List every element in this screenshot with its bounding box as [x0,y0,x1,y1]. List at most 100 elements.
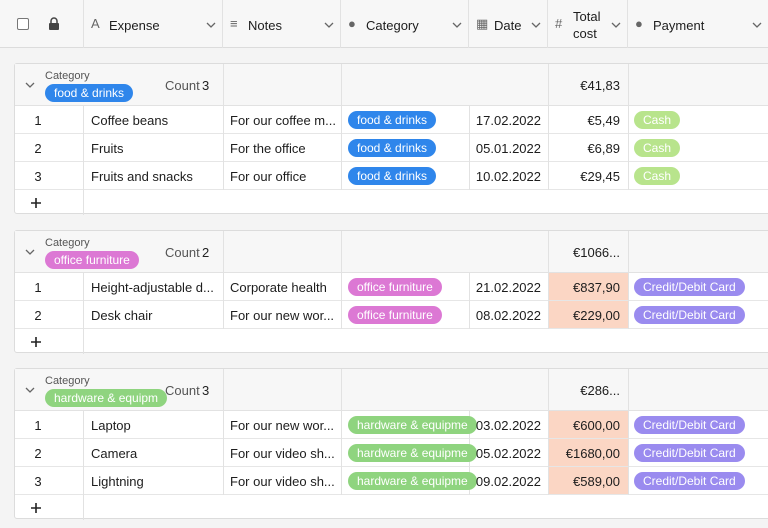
divider [341,369,342,411]
group-header: Category hardware & equipm Count 3 €286... [15,369,768,411]
date: 05.01.2022 [475,141,541,156]
group-header: Category food & drinks Count 3 €41,83 [15,64,768,106]
chevron[interactable] [206,22,216,28]
payment-chip: Cash [634,111,681,129]
divider [341,64,342,106]
divider [628,231,629,273]
count-label: Count [165,383,200,398]
category-chip: hardware & equipme [348,472,477,490]
divider [341,273,342,301]
notes: For the office [230,141,306,156]
chevron[interactable] [324,22,334,28]
total-highlight [549,467,628,494]
payment-chip: Credit/Debit Card [634,444,745,462]
date: 03.02.2022 [475,418,541,433]
chevron[interactable] [25,249,35,255]
expense: Laptop [91,418,131,433]
group-category-chip: office furniture [45,251,139,269]
divider [548,411,549,439]
row[interactable]: 3 Lightning For our video sh... hardware & … [15,467,768,495]
column-icon: ≡ [230,16,238,31]
add-row-button[interactable] [30,197,42,209]
column-icon: ▦ [476,16,489,31]
payment-chip: Credit/Debit Card [634,306,745,324]
divider [469,106,470,134]
group-header: Category office furniture Count 2 €1066... [15,231,768,273]
divider [83,467,84,495]
chevron[interactable] [25,387,35,393]
category-chip: food & drinks [348,139,437,157]
row[interactable]: 1 Laptop For our new wor... hardware & equi… [15,411,768,439]
chevron[interactable] [752,22,762,28]
group-label: Category [45,237,90,249]
total-highlight [549,301,628,328]
column-header[interactable]: Expense [109,18,160,33]
divider [223,134,224,162]
column-header[interactable]: Date [494,18,522,33]
divider [341,106,342,134]
column-header[interactable]: Payment [653,18,705,33]
category-chip: office furniture [348,306,442,324]
divider [628,439,629,467]
count-value: 2 [202,245,210,260]
column-icon: A [91,16,100,31]
divider [628,134,629,162]
divider [223,467,224,495]
column-divider [468,0,469,48]
chevron[interactable] [531,22,541,28]
payment-chip: Credit/Debit Card [634,416,745,434]
column-divider [83,0,84,48]
column-divider [340,0,341,48]
row-index: 2 [34,141,42,156]
notes: For our video sh... [230,474,335,489]
total-highlight [549,439,628,466]
notes: For our video sh... [230,446,335,461]
column-icon: ● [348,16,356,31]
row-index: 3 [34,169,42,184]
column-header[interactable]: Notes [248,18,282,33]
row-index: 3 [34,474,42,489]
row[interactable]: 1 Height-adjustable d... Corporate health o… [15,273,768,301]
row[interactable]: 2 Fruits For the office food & drinks 05.01.… [15,134,768,162]
row[interactable]: 2 Camera For our video sh... hardware & equ… [15,439,768,467]
chevron[interactable] [452,22,462,28]
column-header[interactable]: Total cost [573,9,601,41]
category-chip: food & drinks [348,167,437,185]
count-value: 3 [202,78,210,93]
select-all-checkbox[interactable] [17,18,29,30]
expense: Desk chair [91,308,153,323]
divider [341,162,342,190]
divider [628,301,629,329]
group-label: Category [45,375,90,387]
divider [548,273,549,301]
add-row-button[interactable] [30,336,42,348]
row[interactable]: 2 Desk chair For our new wor... office furn… [15,301,768,329]
divider [469,301,470,329]
row[interactable]: 1 Coffee beans For our coffee m... food & d… [15,106,768,134]
category-chip: hardware & equipme [348,416,477,434]
column-header[interactable]: Category [366,18,419,33]
chevron[interactable] [611,22,621,28]
chevron[interactable] [25,82,35,88]
column-icon: # [555,16,563,31]
column-divider [627,0,628,48]
date: 21.02.2022 [475,280,541,295]
payment-chip: Credit/Debit Card [634,472,745,490]
category-chip: office furniture [348,278,442,296]
divider [548,162,549,190]
divider [548,467,549,495]
row-index: 1 [34,280,42,295]
divider [548,64,549,106]
date: 08.02.2022 [475,308,541,323]
add-row-button[interactable] [30,502,42,514]
expense: Coffee beans [91,113,169,128]
notes: For our new wor... [230,418,335,433]
divider [223,411,224,439]
category-chip: hardware & equipme [348,444,477,462]
divider [223,273,224,301]
group-sum: €286... [580,383,620,398]
row[interactable]: 3 Fruits and snacks For our office food & d… [15,162,768,190]
divider [628,106,629,134]
total-highlight [549,411,628,438]
add-row [15,495,768,520]
